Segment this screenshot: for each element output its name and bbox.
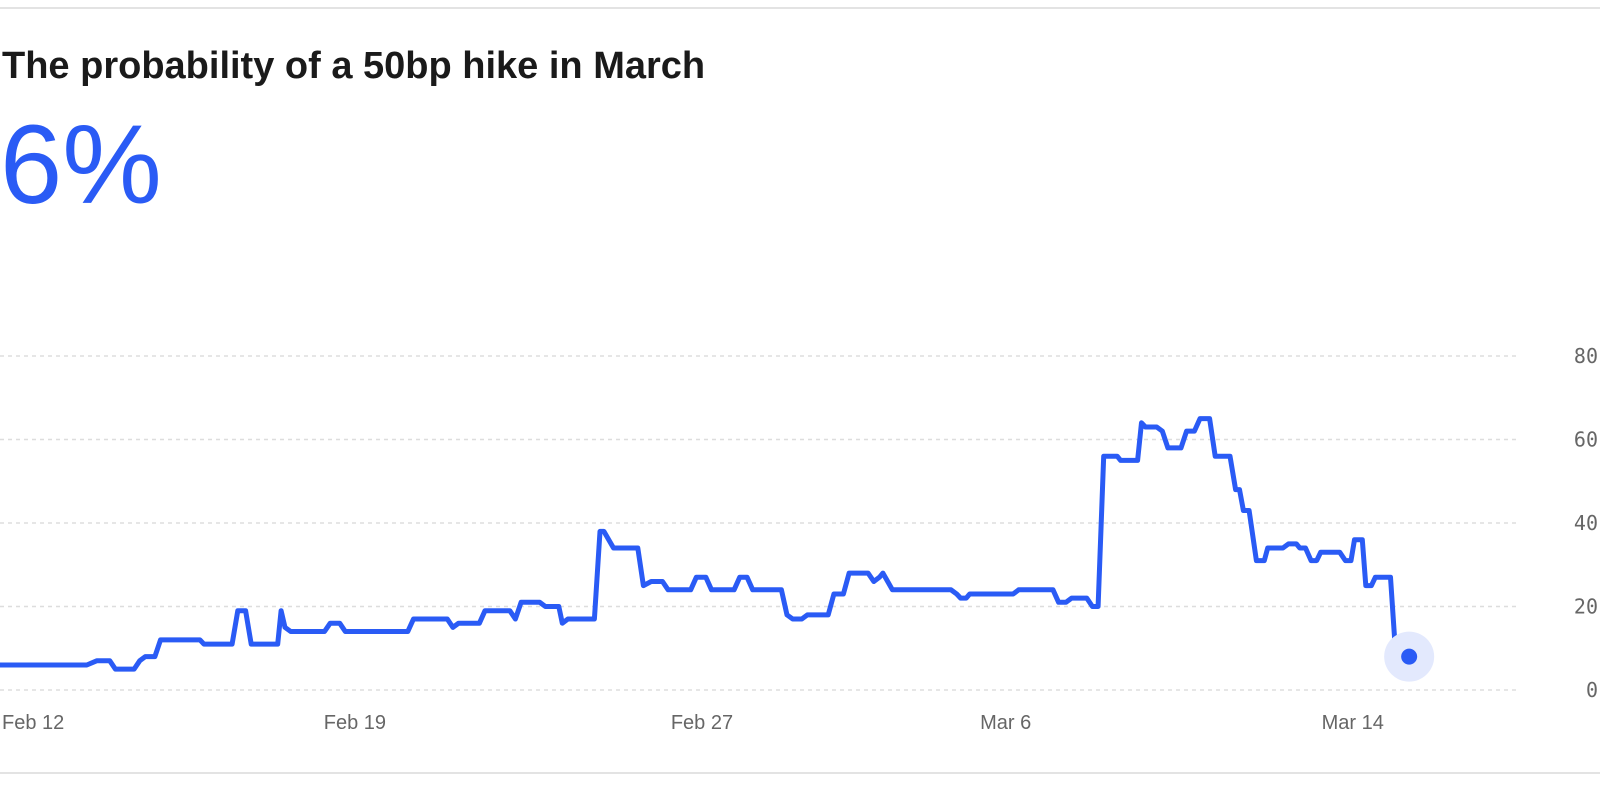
y-tick-label: 40 (1574, 511, 1598, 535)
y-tick-label: 80 (1574, 344, 1598, 368)
series-line (0, 416, 1412, 672)
x-tick-label: Mar 14 (1322, 712, 1384, 734)
end-point-marker (1401, 648, 1418, 665)
chart-title: The probability of a 50bp hike in March (2, 45, 706, 87)
x-axis-ticks: Feb 12 Feb 19 Feb 27 Mar 6 Mar 14 (2, 712, 1384, 734)
y-tick-label: 20 (1574, 595, 1598, 619)
top-divider (0, 7, 1600, 9)
x-tick-label: Feb 19 (324, 712, 386, 734)
x-tick-label: Feb 27 (671, 712, 733, 734)
grid-lines (0, 355, 1520, 691)
y-tick-label: 0 (1586, 678, 1598, 702)
y-tick-label: 60 (1574, 428, 1598, 452)
y-axis-ticks: 0 20 40 60 80 (1574, 344, 1598, 702)
current-probability-value: 6% (0, 102, 162, 227)
x-tick-label: Feb 12 (2, 712, 64, 734)
x-tick-label: Mar 6 (980, 712, 1031, 734)
bottom-divider (0, 772, 1600, 774)
